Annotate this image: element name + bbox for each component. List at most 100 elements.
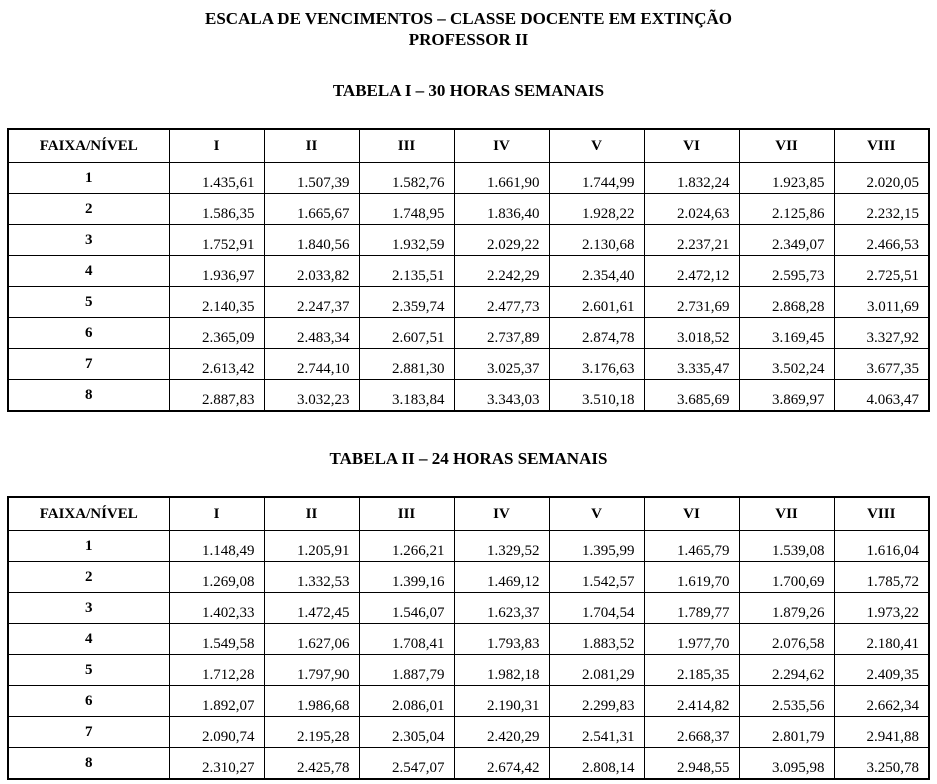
value-cell: 2.874,78 [548, 317, 645, 349]
row-label: 5 [7, 654, 170, 686]
level-column-header: VII [738, 496, 835, 531]
value-cell: 1.395,99 [548, 530, 645, 562]
value-cell: 1.982,18 [453, 654, 550, 686]
value-cell: 1.785,72 [833, 561, 930, 593]
value-cell: 2.409,35 [833, 654, 930, 686]
value-cell: 2.359,74 [358, 286, 455, 318]
value-cell: 1.148,49 [168, 530, 265, 562]
value-cell: 3.095,98 [738, 747, 835, 780]
value-cell: 1.797,90 [263, 654, 360, 686]
level-column-header: III [358, 496, 455, 531]
value-cell: 1.266,21 [358, 530, 455, 562]
row-label: 1 [7, 530, 170, 562]
value-cell: 1.507,39 [263, 162, 360, 194]
value-cell: 3.335,47 [643, 348, 740, 380]
value-cell: 2.365,09 [168, 317, 265, 349]
value-cell: 1.977,70 [643, 623, 740, 655]
value-cell: 3.169,45 [738, 317, 835, 349]
value-cell: 1.469,12 [453, 561, 550, 593]
table-row: 6 1.892,07 1.986,68 2.086,01 2.190,31 2.299,8… [7, 685, 930, 717]
level-column-header: VIII [833, 128, 930, 163]
value-cell: 1.832,24 [643, 162, 740, 194]
row-label: 7 [7, 716, 170, 748]
value-cell: 1.435,61 [168, 162, 265, 194]
value-cell: 1.936,97 [168, 255, 265, 287]
level-column-header: IV [453, 128, 550, 163]
table-row: 5 1.712,28 1.797,90 1.887,79 1.982,18 2.081,2… [7, 654, 930, 686]
value-cell: 2.086,01 [358, 685, 455, 717]
value-cell: 1.332,53 [263, 561, 360, 593]
level-column-header: II [263, 128, 360, 163]
row-label: 8 [7, 747, 170, 780]
table-row: 1 1.148,49 1.205,91 1.266,21 1.329,52 1.395,9… [7, 530, 930, 562]
value-cell: 1.623,37 [453, 592, 550, 624]
value-cell: 2.541,31 [548, 716, 645, 748]
value-cell: 1.883,52 [548, 623, 645, 655]
value-cell: 2.535,56 [738, 685, 835, 717]
row-label: 6 [7, 685, 170, 717]
value-cell: 1.661,90 [453, 162, 550, 194]
value-cell: 1.402,33 [168, 592, 265, 624]
value-cell: 1.329,52 [453, 530, 550, 562]
value-cell: 1.928,22 [548, 193, 645, 225]
table1-caption: TABELA I – 30 HORAS SEMANAIS [332, 81, 605, 100]
value-cell: 2.232,15 [833, 193, 930, 225]
table-row: 7 2.090,74 2.195,28 2.305,04 2.420,29 2.541,3… [7, 716, 930, 748]
table-row: 4 1.936,97 2.033,82 2.135,51 2.242,29 2.354,4… [7, 255, 930, 287]
value-cell: 1.836,40 [453, 193, 550, 225]
value-cell: 1.399,16 [358, 561, 455, 593]
table-row: 3 1.752,91 1.840,56 1.932,59 2.029,22 2.130,6… [7, 224, 930, 256]
value-cell: 1.708,41 [358, 623, 455, 655]
value-cell: 2.247,37 [263, 286, 360, 318]
value-cell: 1.793,83 [453, 623, 550, 655]
value-cell: 2.090,74 [168, 716, 265, 748]
value-cell: 3.869,97 [738, 379, 835, 412]
value-cell: 1.700,69 [738, 561, 835, 593]
value-cell: 2.941,88 [833, 716, 930, 748]
value-cell: 2.076,58 [738, 623, 835, 655]
level-column-header: II [263, 496, 360, 531]
table-row: 7 2.613,42 2.744,10 2.881,30 3.025,37 3.176,6… [7, 348, 930, 380]
value-cell: 3.011,69 [833, 286, 930, 318]
value-cell: 2.020,05 [833, 162, 930, 194]
value-cell: 1.582,76 [358, 162, 455, 194]
level-column-header: VI [643, 128, 740, 163]
value-cell: 2.737,89 [453, 317, 550, 349]
faixa-nivel-header: FAIXA/NÍVEL [7, 128, 170, 163]
value-cell: 1.923,85 [738, 162, 835, 194]
level-column-header: VII [738, 128, 835, 163]
table-row: 8 2.310,27 2.425,78 2.547,07 2.674,42 2.808,1… [7, 747, 930, 780]
table-row: 3 1.402,33 1.472,45 1.546,07 1.623,37 1.704,5… [7, 592, 930, 624]
value-cell: 1.546,07 [358, 592, 455, 624]
level-column-header: III [358, 128, 455, 163]
value-cell: 2.420,29 [453, 716, 550, 748]
value-cell: 2.130,68 [548, 224, 645, 256]
value-cell: 1.892,07 [168, 685, 265, 717]
header-row: FAIXA/NÍVEL I II III IV V VI VII VIII [7, 128, 930, 163]
value-cell: 1.586,35 [168, 193, 265, 225]
value-cell: 2.595,73 [738, 255, 835, 287]
level-column-header: I [168, 128, 265, 163]
value-cell: 2.033,82 [263, 255, 360, 287]
table-24-horas: FAIXA/NÍVEL I II III IV V VI VII VIII 1 1.148,49 1.… [7, 496, 930, 780]
value-cell: 3.025,37 [453, 348, 550, 380]
value-cell: 2.185,35 [643, 654, 740, 686]
value-cell: 1.973,22 [833, 592, 930, 624]
value-cell: 1.752,91 [168, 224, 265, 256]
table-row: 2 1.586,35 1.665,67 1.748,95 1.836,40 1.928,2… [7, 193, 930, 225]
value-cell: 2.674,42 [453, 747, 550, 780]
value-cell: 1.616,04 [833, 530, 930, 562]
value-cell: 2.425,78 [263, 747, 360, 780]
value-cell: 2.081,29 [548, 654, 645, 686]
value-cell: 3.327,92 [833, 317, 930, 349]
value-cell: 2.725,51 [833, 255, 930, 287]
row-label: 7 [7, 348, 170, 380]
row-label: 2 [7, 561, 170, 593]
value-cell: 2.190,31 [453, 685, 550, 717]
table-row: 5 2.140,35 2.247,37 2.359,74 2.477,73 2.601,6… [7, 286, 930, 318]
value-cell: 2.140,35 [168, 286, 265, 318]
value-cell: 3.176,63 [548, 348, 645, 380]
value-cell: 3.677,35 [833, 348, 930, 380]
row-label: 8 [7, 379, 170, 412]
